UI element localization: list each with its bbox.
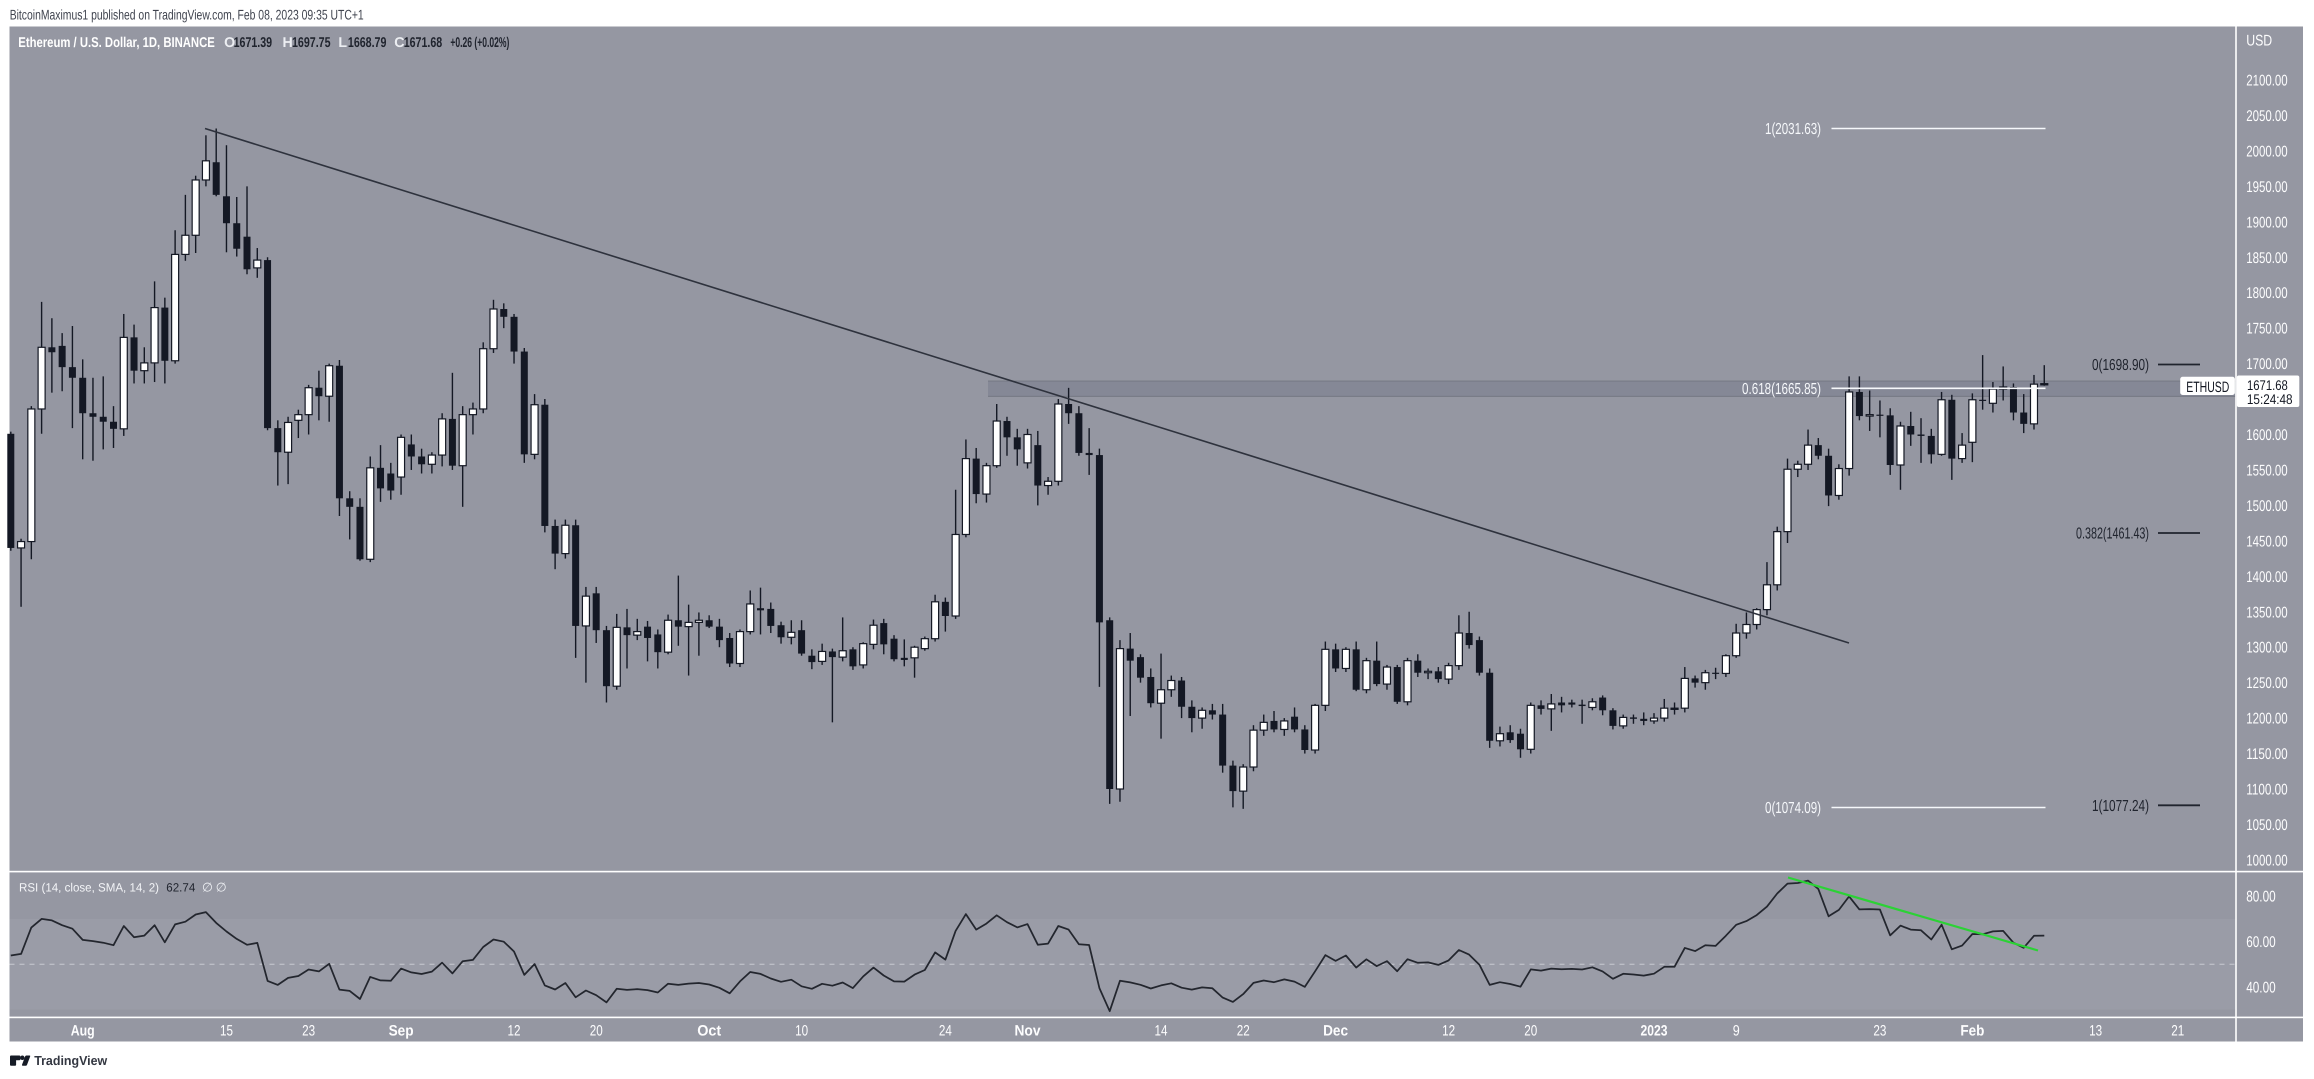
svg-text:12: 12 <box>1442 1023 1455 1040</box>
svg-text:∅: ∅ <box>216 881 227 895</box>
svg-text:15: 15 <box>220 1023 233 1040</box>
svg-text:1050.00: 1050.00 <box>2246 817 2288 834</box>
svg-text:O: O <box>224 35 235 51</box>
svg-text:2000.00: 2000.00 <box>2246 143 2288 160</box>
svg-text:1700.00: 1700.00 <box>2246 356 2288 373</box>
svg-text:1671.68: 1671.68 <box>2247 377 2288 393</box>
svg-text:1400.00: 1400.00 <box>2246 569 2288 586</box>
svg-text:80.00: 80.00 <box>2246 888 2276 905</box>
svg-text:Oct: Oct <box>697 1023 721 1040</box>
svg-text:1550.00: 1550.00 <box>2246 462 2288 479</box>
svg-text:14: 14 <box>1155 1023 1168 1040</box>
svg-text:0(1074.09): 0(1074.09) <box>1765 800 1821 817</box>
svg-text:0(1698.90): 0(1698.90) <box>2092 357 2149 374</box>
svg-text:1750.00: 1750.00 <box>2246 321 2288 338</box>
svg-text:1671.68: 1671.68 <box>404 35 443 51</box>
svg-text:Dec: Dec <box>1323 1023 1348 1040</box>
svg-text:1(1077.24): 1(1077.24) <box>2092 798 2149 815</box>
svg-text:USD: USD <box>2246 33 2272 50</box>
svg-text:Nov: Nov <box>1015 1023 1042 1040</box>
svg-text:∅: ∅ <box>202 881 213 895</box>
svg-text:H: H <box>283 35 293 51</box>
svg-text:1950.00: 1950.00 <box>2246 179 2288 196</box>
svg-text:C: C <box>394 35 404 51</box>
svg-text:Feb: Feb <box>1960 1023 1984 1040</box>
svg-text:2100.00: 2100.00 <box>2246 73 2288 90</box>
svg-text:2023: 2023 <box>1641 1023 1668 1040</box>
svg-text:1697.75: 1697.75 <box>292 35 331 51</box>
svg-text:40.00: 40.00 <box>2246 979 2276 996</box>
svg-text:1100.00: 1100.00 <box>2246 782 2288 799</box>
svg-text:TradingView: TradingView <box>34 1053 108 1068</box>
svg-text:ETHUSD: ETHUSD <box>2186 379 2229 396</box>
svg-text:0.618(1665.85): 0.618(1665.85) <box>1742 381 1821 398</box>
svg-text:1500.00: 1500.00 <box>2246 498 2288 515</box>
svg-text:RSI (14, close, SMA, 14, 2): RSI (14, close, SMA, 14, 2) <box>19 881 159 895</box>
svg-text:23: 23 <box>302 1023 315 1040</box>
svg-text:1850.00: 1850.00 <box>2246 250 2288 267</box>
svg-text:9: 9 <box>1733 1023 1740 1040</box>
svg-text:+0.26 (+0.02%): +0.26 (+0.02%) <box>450 35 509 51</box>
svg-text:60.00: 60.00 <box>2246 934 2276 951</box>
svg-text:1668.79: 1668.79 <box>348 35 387 51</box>
svg-text:2050.00: 2050.00 <box>2246 108 2288 125</box>
svg-text:1350.00: 1350.00 <box>2246 604 2288 621</box>
svg-text:24: 24 <box>939 1023 952 1040</box>
svg-text:1250.00: 1250.00 <box>2246 675 2288 692</box>
svg-text:1000.00: 1000.00 <box>2246 852 2288 869</box>
svg-text:1671.39: 1671.39 <box>234 35 273 51</box>
svg-text:20: 20 <box>590 1023 603 1040</box>
svg-text:Aug: Aug <box>71 1023 95 1040</box>
svg-text:1150.00: 1150.00 <box>2246 746 2288 763</box>
svg-text:L: L <box>338 35 347 51</box>
svg-text:15:24:48: 15:24:48 <box>2247 391 2293 407</box>
svg-text:BitcoinMaximus1 published on T: BitcoinMaximus1 published on TradingView… <box>10 7 364 23</box>
svg-text:22: 22 <box>1237 1023 1250 1040</box>
svg-text:23: 23 <box>1873 1023 1886 1040</box>
svg-text:21: 21 <box>2171 1023 2184 1040</box>
svg-text:62.74: 62.74 <box>166 881 195 895</box>
svg-text:1200.00: 1200.00 <box>2246 711 2288 728</box>
svg-text:1300.00: 1300.00 <box>2246 640 2288 657</box>
svg-text:10: 10 <box>795 1023 808 1040</box>
svg-text:1450.00: 1450.00 <box>2246 533 2288 550</box>
svg-text:0.382(1461.43): 0.382(1461.43) <box>2076 526 2149 543</box>
svg-text:Ethereum / U.S. Dollar, 1D, BI: Ethereum / U.S. Dollar, 1D, BINANCE <box>18 35 215 51</box>
svg-text:Sep: Sep <box>389 1023 414 1040</box>
svg-text:12: 12 <box>508 1023 521 1040</box>
svg-text:1(2031.63): 1(2031.63) <box>1765 121 1821 138</box>
svg-text:1800.00: 1800.00 <box>2246 285 2288 302</box>
svg-text:1900.00: 1900.00 <box>2246 214 2288 231</box>
svg-text:20: 20 <box>1524 1023 1537 1040</box>
svg-text:13: 13 <box>2089 1023 2102 1040</box>
svg-text:1600.00: 1600.00 <box>2246 427 2288 444</box>
